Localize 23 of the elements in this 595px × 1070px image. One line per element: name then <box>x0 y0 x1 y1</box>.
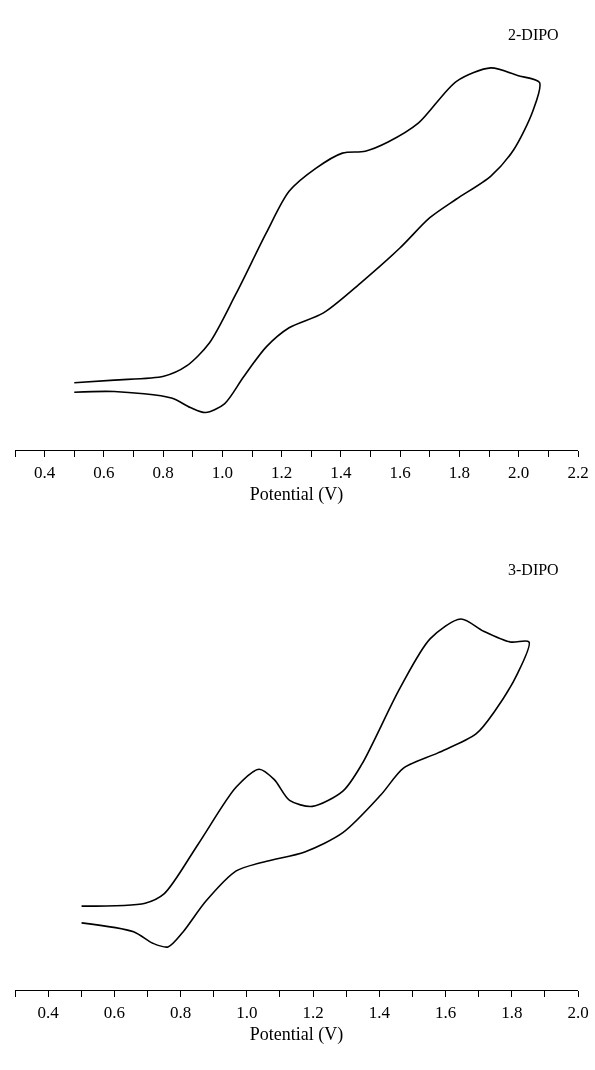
x-tick-label: 2.0 <box>567 1002 589 1022</box>
x-tick-label: 1.8 <box>448 462 471 482</box>
x-tick-label: 1.6 <box>434 1002 457 1022</box>
x-tick-label: 1.4 <box>368 1002 391 1022</box>
x-tick-label: 2.0 <box>508 462 530 482</box>
x-tick-label: 1.2 <box>271 462 293 482</box>
x-tick-label: 0.4 <box>37 1002 60 1022</box>
x-tick-label: 0.6 <box>103 1002 125 1022</box>
x-tick-label: 0.4 <box>34 462 56 482</box>
x-axis-title: Potential (V) <box>249 1023 344 1045</box>
series-label: 2-DIPO <box>508 26 559 43</box>
x-tick-label: 1.2 <box>302 1002 324 1022</box>
x-tick-label: 1.0 <box>211 462 234 482</box>
x-tick-label: 1.4 <box>330 462 353 482</box>
x-tick-label: 1.8 <box>501 1002 523 1022</box>
x-axis-title: Potential (V) <box>249 483 344 505</box>
text: 3-DIPO <box>508 561 559 578</box>
x-tick-label: 0.6 <box>93 462 115 482</box>
x-tick-label: 0.8 <box>169 1002 192 1022</box>
x-tick-label: 0.8 <box>152 462 174 482</box>
x-tick-label: 1.6 <box>389 462 411 482</box>
x-tick-label: 1.0 <box>236 1002 258 1022</box>
x-tick-label: 2.2 <box>567 462 589 482</box>
